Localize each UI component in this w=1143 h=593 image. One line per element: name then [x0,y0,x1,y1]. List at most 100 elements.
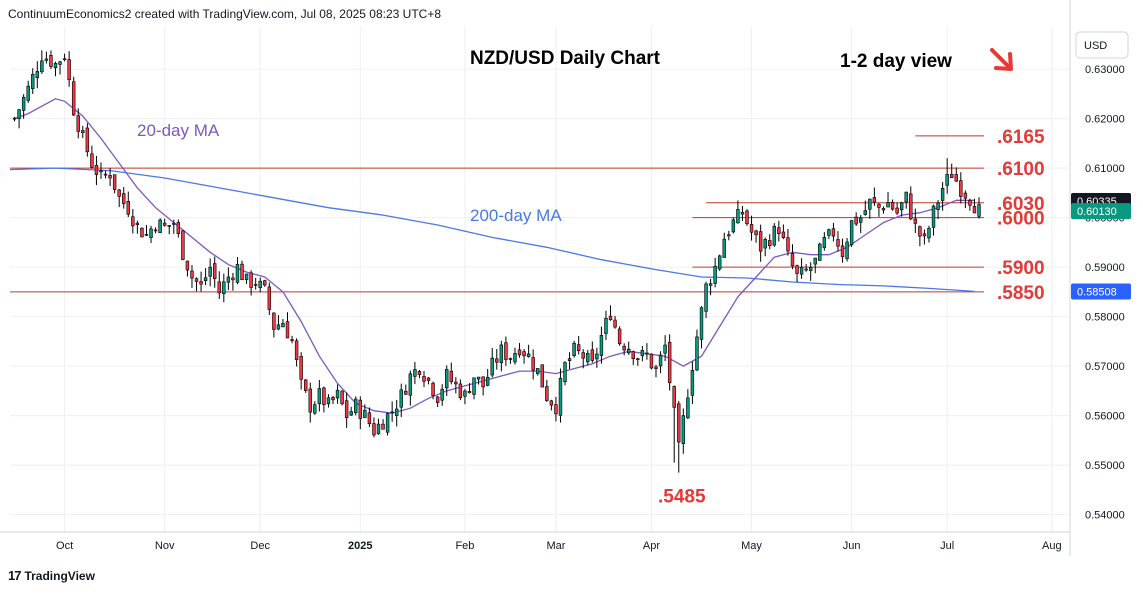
tradingview-logo[interactable]: 17 TradingView [8,568,95,583]
candle-body [663,344,667,354]
candle-body [667,341,672,384]
candle [322,386,326,413]
candle [203,268,208,286]
time-axis-tick-label: Jun [843,540,861,552]
candle [899,201,904,217]
candle-body [422,376,426,382]
candle [877,203,881,217]
candle [768,234,772,250]
candle-body [654,366,658,370]
candle-body [185,260,190,271]
candle-body [172,223,176,225]
candle [40,50,44,74]
candle [253,277,258,290]
candle-body [627,348,631,354]
candle-body [508,358,513,360]
candle [317,379,322,412]
candle [381,419,385,430]
candle [354,396,358,416]
candle [367,407,372,428]
candle [758,224,763,262]
candle [931,204,936,236]
time-axis-tick-label: Nov [155,540,175,552]
candle-body [399,389,403,408]
candle-body [122,193,126,204]
candle [358,396,363,430]
candle-body [126,201,130,215]
candle [308,382,312,423]
candle-body [417,371,422,375]
candle-body [499,344,504,364]
candle-body [358,399,363,419]
candle-body [331,396,335,401]
candle [868,198,872,219]
candle-body [954,174,958,182]
candle [940,182,945,211]
candle-body [176,222,181,234]
candle-body [763,239,767,249]
candle-body [463,390,467,397]
candle [135,220,140,234]
candle [449,362,453,385]
candle-body [53,63,58,69]
candle-body [117,189,121,197]
candle-body [208,266,212,277]
axes: 0.630000.620000.610000.600000.590000.580… [0,0,1131,556]
candle-body [385,413,390,433]
candle-body [44,58,49,61]
candle-body [968,200,972,206]
candle-body [836,239,840,247]
candle [490,347,494,378]
candle-body [558,377,563,416]
candle [836,231,840,252]
candle-body [267,286,272,310]
candle-body [290,339,294,342]
candle [94,155,99,186]
candle-body [435,396,440,403]
candle-body [804,268,808,271]
candle [540,364,544,388]
candle [435,395,440,408]
candle [909,186,913,221]
candle [190,265,194,288]
currency-label: USD [1084,40,1107,52]
candle-body [31,74,35,89]
candle [808,262,813,281]
candle-body [408,373,413,396]
chart-labels: .6165 .6100 .6030.6000 .5900 .5850 NZD/USD Da… [137,48,1045,508]
candle [394,399,399,427]
candle-body [458,383,463,399]
candle-body [708,283,713,286]
candle-body [349,411,353,416]
candle [781,224,786,240]
candle-body [699,307,704,340]
candle-body [235,264,240,283]
candle-body [322,387,326,405]
currency-box [1075,31,1129,59]
candle-body [849,220,854,245]
candle [790,244,795,270]
candle-body [854,216,858,225]
candle [627,341,631,355]
candle [454,377,458,394]
candle [185,260,190,277]
candle-body [149,228,153,238]
candle [276,315,281,331]
candle [531,349,535,380]
price-tag: 0.58508 [1071,283,1131,300]
candle-body [217,281,221,294]
candle [258,277,262,293]
candle-body [881,208,886,211]
candle-body [640,350,645,357]
price-axis-tick-label: 0.63000 [1085,64,1125,76]
candle-body [567,358,572,361]
candle-body [344,400,349,419]
candle [954,167,958,182]
candle-body [608,315,613,320]
candle [567,352,572,370]
price-axis-tick-label: 0.56000 [1085,411,1125,423]
candle [950,163,954,179]
candle [813,257,817,274]
candle [290,335,294,344]
